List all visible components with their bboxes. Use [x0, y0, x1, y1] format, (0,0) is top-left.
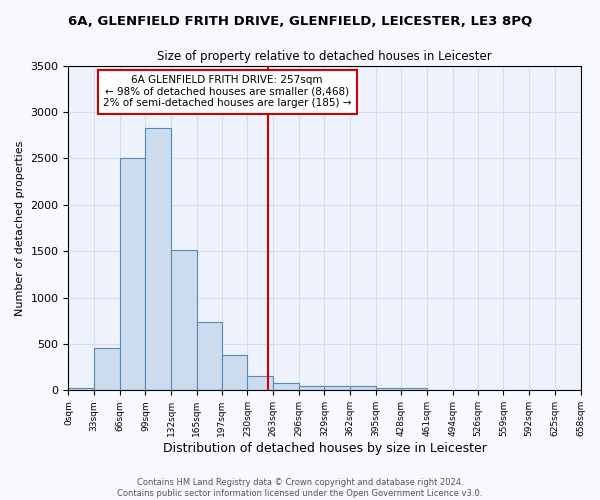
- Bar: [376, 388, 401, 390]
- Bar: [401, 388, 427, 390]
- Bar: [171, 250, 197, 390]
- Text: Contains HM Land Registry data © Crown copyright and database right 2024.
Contai: Contains HM Land Registry data © Crown c…: [118, 478, 482, 498]
- Bar: [120, 158, 145, 390]
- Bar: [222, 355, 247, 390]
- Text: 6A GLENFIELD FRITH DRIVE: 257sqm
← 98% of detached houses are smaller (8,468)
2%: 6A GLENFIELD FRITH DRIVE: 257sqm ← 98% o…: [103, 76, 352, 108]
- Bar: [145, 128, 171, 390]
- Bar: [299, 386, 325, 390]
- Bar: [273, 383, 299, 390]
- X-axis label: Distribution of detached houses by size in Leicester: Distribution of detached houses by size …: [163, 442, 487, 455]
- Bar: [197, 322, 222, 390]
- Bar: [68, 388, 94, 390]
- Y-axis label: Number of detached properties: Number of detached properties: [15, 140, 25, 316]
- Bar: [350, 386, 376, 390]
- Title: Size of property relative to detached houses in Leicester: Size of property relative to detached ho…: [157, 50, 492, 63]
- Bar: [325, 386, 350, 390]
- Bar: [94, 348, 120, 391]
- Text: 6A, GLENFIELD FRITH DRIVE, GLENFIELD, LEICESTER, LE3 8PQ: 6A, GLENFIELD FRITH DRIVE, GLENFIELD, LE…: [68, 15, 532, 28]
- Bar: [247, 376, 273, 390]
